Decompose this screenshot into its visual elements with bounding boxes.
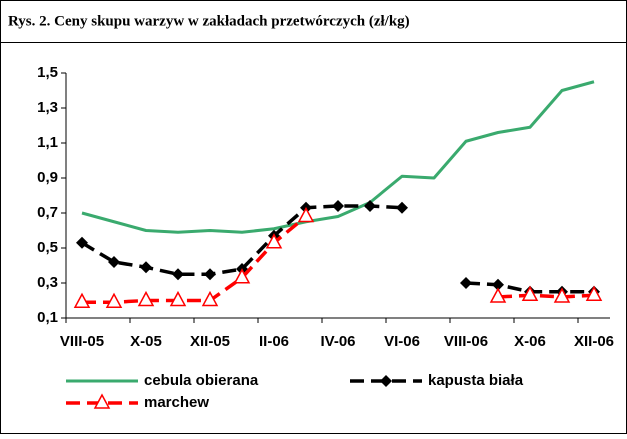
point-marker	[396, 201, 408, 214]
x-tick-label: XII-06	[574, 333, 614, 350]
y-tick-label: 0,9	[37, 169, 58, 186]
x-tick-label: IV-06	[320, 333, 355, 350]
legend-label: marchew	[144, 394, 209, 411]
x-tick-label: VIII-06	[444, 333, 488, 350]
legend-label: cebula obierana	[144, 372, 259, 389]
legend-marker	[380, 375, 392, 387]
point-marker	[585, 285, 603, 301]
point-marker	[233, 268, 251, 284]
point-marker	[460, 277, 472, 289]
y-tick-label: 0,1	[37, 309, 58, 326]
y-tick-label: 1,1	[37, 134, 58, 151]
x-tick-label: X-05	[130, 333, 162, 350]
x-tick-label: X-06	[514, 333, 546, 350]
y-tick-label: 1,5	[37, 64, 58, 81]
series-line	[82, 215, 595, 304]
point-marker	[108, 256, 120, 268]
legend-marker	[93, 393, 111, 409]
point-marker	[204, 268, 216, 281]
y-tick-label: 0,3	[37, 274, 58, 291]
point-marker	[137, 290, 155, 307]
point-marker	[169, 290, 187, 307]
y-tick-label: 1,3	[37, 99, 58, 116]
x-tick-label: VIII-05	[60, 333, 104, 350]
y-tick-label: 0,7	[37, 204, 58, 221]
point-marker	[521, 285, 539, 301]
point-marker	[172, 268, 184, 281]
point-marker	[364, 200, 376, 212]
chart-title: Rys. 2. Ceny skupu warzyw w zakładach pr…	[8, 13, 410, 29]
y-tick-label: 0,5	[37, 239, 58, 256]
point-marker	[201, 290, 219, 307]
point-marker	[492, 278, 504, 291]
point-marker	[489, 287, 507, 303]
series-line	[81, 80, 595, 234]
point-marker	[332, 200, 344, 212]
x-tick-label: II-06	[259, 333, 289, 350]
point-marker	[76, 236, 88, 249]
x-tick-label: VI-06	[384, 333, 420, 350]
point-marker	[297, 206, 315, 223]
point-marker	[140, 261, 152, 274]
point-marker	[553, 287, 571, 303]
point-marker	[73, 292, 91, 308]
point-marker	[105, 292, 123, 308]
legend-label: kapusta biała	[428, 372, 524, 389]
point-marker	[265, 233, 283, 249]
x-tick-label: XII-05	[190, 333, 230, 350]
